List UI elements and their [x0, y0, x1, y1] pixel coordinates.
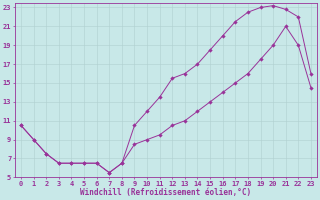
- X-axis label: Windchill (Refroidissement éolien,°C): Windchill (Refroidissement éolien,°C): [80, 188, 252, 197]
